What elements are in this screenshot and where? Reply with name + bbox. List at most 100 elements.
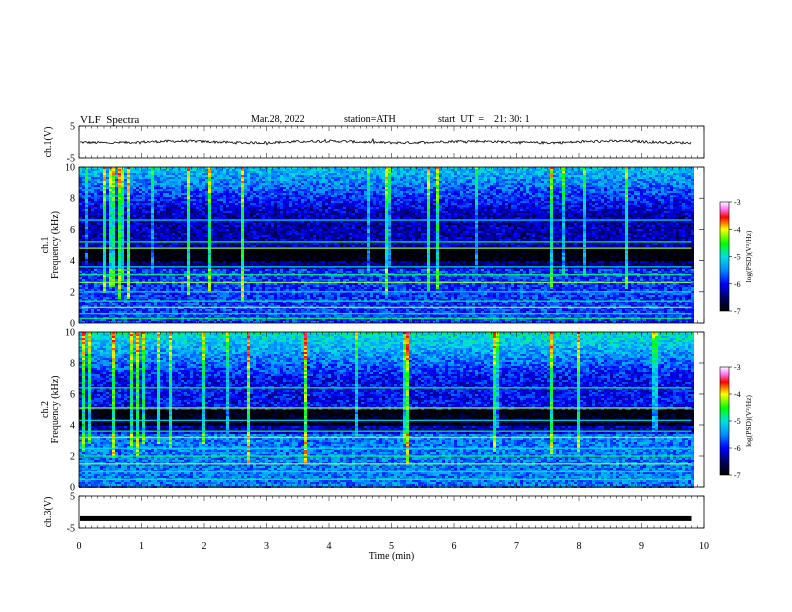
spec-cell xyxy=(220,257,223,259)
spec-cell xyxy=(145,245,148,247)
spec-cell xyxy=(94,227,97,229)
spec-cell xyxy=(229,283,232,285)
spec-cell xyxy=(187,289,190,291)
spec-cell xyxy=(232,221,235,223)
spec-cell xyxy=(187,179,190,181)
spec-cell xyxy=(262,203,265,205)
spec-cell xyxy=(226,289,229,291)
spec-cell xyxy=(268,303,271,305)
spec-cell xyxy=(178,187,181,189)
spec-cell xyxy=(130,205,133,207)
spec-cell xyxy=(124,285,127,287)
spec-cell xyxy=(256,287,259,289)
spec-cell xyxy=(187,259,190,261)
spec-cell xyxy=(160,255,163,257)
spec-cell xyxy=(118,277,121,279)
spec-cell xyxy=(103,251,106,253)
spec-cell xyxy=(172,231,175,233)
spec-cell xyxy=(253,221,256,223)
spec-cell xyxy=(163,181,166,183)
spec-cell xyxy=(109,297,112,299)
spec-cell xyxy=(115,193,118,195)
spec-cell xyxy=(265,293,268,295)
spec-cell xyxy=(187,277,190,279)
spec-cell xyxy=(223,179,226,181)
spec-cell xyxy=(82,289,85,291)
spec-cell xyxy=(241,295,244,297)
spec-cell xyxy=(190,271,193,273)
spec-cell xyxy=(106,277,109,279)
spec-cell xyxy=(94,243,97,245)
spec-cell xyxy=(154,231,157,233)
spec-cell xyxy=(85,205,88,207)
spec-cell xyxy=(220,231,223,233)
spec-cell xyxy=(166,185,169,187)
spec-cell xyxy=(166,229,169,231)
spec-cell xyxy=(112,271,115,273)
spec-cell xyxy=(268,255,271,257)
spec-cell xyxy=(106,205,109,207)
spec-cell xyxy=(247,171,250,173)
spec-cell xyxy=(181,277,184,279)
spec-cell xyxy=(160,215,163,217)
spec-cell xyxy=(214,295,217,297)
spec-cell xyxy=(220,185,223,187)
spec-cell xyxy=(181,171,184,173)
spec-cell xyxy=(190,289,193,291)
spec-cell xyxy=(97,285,100,287)
spec-cell xyxy=(85,183,88,185)
spec-cell xyxy=(148,215,151,217)
spec-cell xyxy=(121,253,124,255)
spec-cell xyxy=(193,285,196,287)
spec-cell xyxy=(130,293,133,295)
spec-cell xyxy=(139,215,142,217)
spec-cell xyxy=(238,295,241,297)
spec-cell xyxy=(166,239,169,241)
spec-cell xyxy=(139,257,142,259)
spec-cell xyxy=(121,185,124,187)
spec-cell xyxy=(211,271,214,273)
spec-cell xyxy=(244,189,247,191)
spec-cell xyxy=(223,197,226,199)
spec-cell xyxy=(118,183,121,185)
spec-cell xyxy=(106,171,109,173)
spec-cell xyxy=(211,175,214,177)
spec-cell xyxy=(154,201,157,203)
spec-cell xyxy=(247,197,250,199)
spec-cell xyxy=(181,311,184,313)
spec-cell xyxy=(223,257,226,259)
spec-cell xyxy=(211,205,214,207)
spec-cell xyxy=(208,223,211,225)
spec-cell xyxy=(211,183,214,185)
spec-cell xyxy=(139,213,142,215)
spec-cell xyxy=(229,205,232,207)
spec-cell xyxy=(103,239,106,241)
spec-cell xyxy=(259,271,262,273)
spec-cell xyxy=(166,175,169,177)
spec-cell xyxy=(196,289,199,291)
spec-cell xyxy=(175,249,178,251)
spec-cell xyxy=(85,289,88,291)
spec-cell xyxy=(235,239,238,241)
spec-cell xyxy=(256,277,259,279)
spec-cell xyxy=(214,175,217,177)
spec-cell xyxy=(163,303,166,305)
spec-cell xyxy=(166,279,169,281)
spec-cell xyxy=(112,223,115,225)
spec-cell xyxy=(256,197,259,199)
spec-cell xyxy=(157,311,160,313)
spec-cell xyxy=(82,283,85,285)
spec-cell xyxy=(103,211,106,213)
spec-cell xyxy=(214,279,217,281)
spec-cell xyxy=(217,189,220,191)
spec-cell xyxy=(232,209,235,211)
spec-cell xyxy=(193,179,196,181)
spec-cell xyxy=(250,193,253,195)
spec-cell xyxy=(136,229,139,231)
spec-cell xyxy=(160,293,163,295)
spec-cell xyxy=(136,251,139,253)
spec-cell xyxy=(175,221,178,223)
spec-cell xyxy=(142,261,145,263)
spec-cell xyxy=(127,177,130,179)
spec-cell xyxy=(199,221,202,223)
